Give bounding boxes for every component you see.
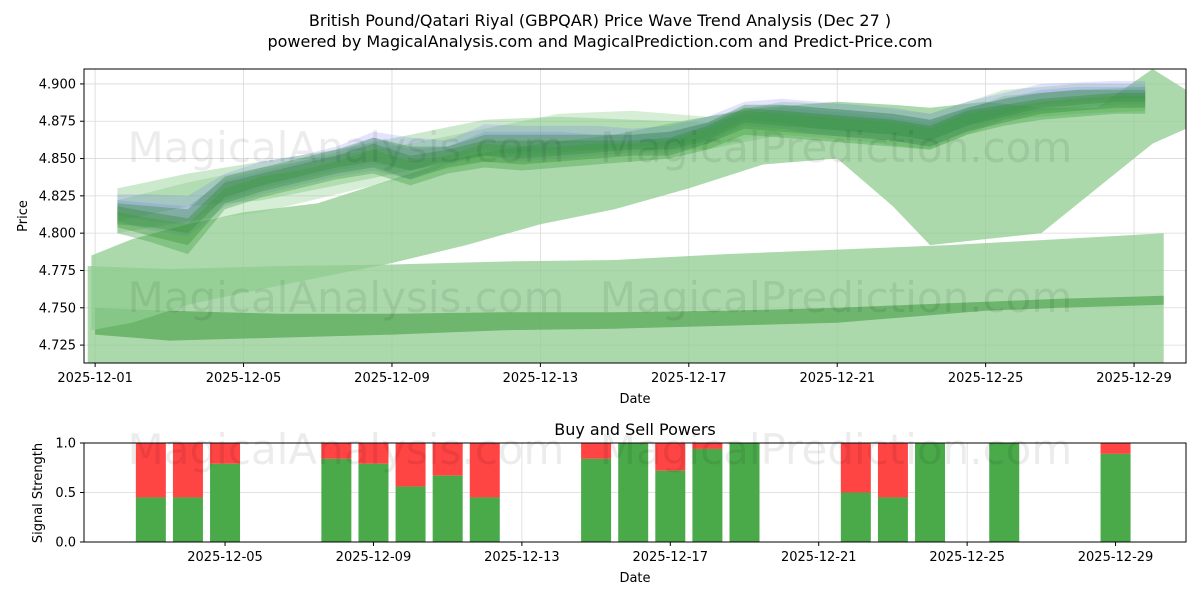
signal-x-tick-label: 2025-12-17 (633, 550, 709, 565)
signal-y-ticks: 0.0 0.5 1.0 (55, 437, 84, 551)
watermark-analysis-mid: MagicalAnalysis.com (128, 273, 565, 322)
price-y-tick-label: 4.725 (39, 339, 76, 354)
series-band-light-green-band-1 (117, 86, 1146, 222)
buy-power-bar (692, 448, 723, 542)
price-y-ticks: 4.725 4.750 4.775 4.800 4.825 4.850 4.875 4.900 (39, 77, 84, 354)
price-y-tick-label: 4.875 (39, 115, 76, 130)
buy-power-bar (581, 458, 612, 542)
price-x-label: Date (619, 392, 650, 407)
price-y-label: Price (16, 200, 31, 232)
series-band-blue-wave-2 (117, 86, 1146, 237)
chart-title: British Pound/Qatari Riyal (GBPQAR) Pric… (309, 11, 891, 30)
signal-x-tick-label: 2025-12-25 (929, 550, 1005, 565)
price-y-tick-label: 4.800 (39, 227, 76, 242)
signal-x-tick-label: 2025-12-05 (187, 550, 263, 565)
series-band-light-green-band-2 (117, 83, 1146, 234)
sell-power-bar (469, 443, 500, 498)
price-plot: 4.725 4.750 4.775 4.800 4.825 4.850 4.875 4.900… (16, 68, 1187, 407)
watermark-prediction-top: MagicalPrediction.com (600, 123, 1073, 172)
watermark-prediction-mid: MagicalPrediction.com (600, 273, 1073, 322)
watermark-prediction-bottom: MagicalPrediction.com (600, 425, 1073, 474)
buy-power-bar (135, 497, 166, 542)
sell-power-bar (692, 443, 723, 449)
sell-power-bar (655, 443, 686, 471)
signal-y-tick-label: 0.0 (55, 536, 76, 551)
buy-power-bar (395, 486, 426, 542)
sell-power-bar (432, 443, 463, 476)
price-y-tick-label: 4.850 (39, 152, 76, 167)
price-x-tick-label: 2025-12-29 (1096, 371, 1172, 386)
price-x-tick-label: 2025-12-17 (651, 371, 727, 386)
price-x-tick-label: 2025-12-05 (206, 371, 282, 386)
series-band-green-wave-3 (117, 95, 1146, 255)
signal-plot: Buy and Sell Powers MagicalAnalysis.com … (31, 420, 1187, 586)
price-x-tick-label: 2025-12-01 (57, 371, 133, 386)
signal-x-tick-label: 2025-12-09 (336, 550, 412, 565)
buy-power-bar (729, 443, 760, 542)
sell-power-bar (210, 443, 241, 464)
signal-title: Buy and Sell Powers (554, 420, 716, 439)
price-plot-frame (83, 68, 1187, 364)
buy-power-bar (877, 497, 908, 542)
sell-power-bar (581, 443, 612, 459)
buy-power-bar (432, 475, 463, 542)
price-y-tick-label: 4.750 (39, 301, 76, 316)
sell-power-bar (840, 443, 871, 493)
signal-y-label: Signal Strength (31, 443, 46, 543)
signal-x-tick-label: 2025-12-21 (781, 550, 857, 565)
series-band-large-light-band (91, 69, 1186, 331)
price-y-tick-label: 4.900 (39, 77, 76, 92)
buy-power-bar (618, 443, 649, 542)
price-y-tick-label: 4.775 (39, 264, 76, 279)
buy-power-bar (321, 458, 352, 542)
price-x-ticks: 2025-12-01 2025-12-05 2025-12-09 2025-12-13… (57, 363, 1172, 386)
price-x-tick-label: 2025-12-09 (354, 371, 430, 386)
series-band-blue-wave-1 (117, 80, 1146, 225)
buy-power-bar (172, 497, 203, 542)
buy-power-bar (210, 463, 241, 542)
buy-power-bar (989, 443, 1020, 542)
sell-power-bar (321, 443, 352, 459)
signal-y-tick-label: 0.5 (55, 486, 76, 501)
series-band-green-wave-1 (117, 89, 1146, 234)
buy-power-bar (469, 497, 500, 542)
signal-x-tick-label: 2025-12-13 (484, 550, 560, 565)
buy-power-bar (655, 470, 686, 542)
signal-x-tick-label: 2025-12-29 (1078, 550, 1154, 565)
sell-power-bar (135, 443, 166, 498)
signal-bars (135, 443, 1131, 542)
series-band-bottom-band-2 (95, 295, 1164, 341)
watermark-analysis-top: MagicalAnalysis.com (128, 123, 565, 172)
price-x-tick-label: 2025-12-13 (503, 371, 579, 386)
buy-power-bar (840, 492, 871, 542)
buy-power-bar (358, 463, 389, 542)
series-band-green-wave-2 (117, 92, 1146, 246)
price-x-tick-label: 2025-12-21 (799, 371, 875, 386)
price-y-tick-label: 4.825 (39, 189, 76, 204)
sell-power-bar (358, 443, 389, 464)
watermark-analysis-bottom: MagicalAnalysis.com (128, 425, 565, 474)
signal-x-label: Date (619, 571, 650, 586)
buy-power-bar (1100, 453, 1131, 542)
sell-power-bar (172, 443, 203, 498)
sell-power-bar (395, 443, 426, 487)
signal-y-tick-label: 1.0 (55, 437, 76, 452)
price-bands (87, 69, 1186, 363)
price-x-tick-label: 2025-12-25 (948, 371, 1024, 386)
signal-x-ticks: 2025-12-05 2025-12-09 2025-12-13 2025-12-17… (187, 542, 1153, 565)
chart-subtitle: powered by MagicalAnalysis.com and Magic… (267, 32, 932, 51)
sell-power-bar (1100, 443, 1131, 454)
buy-power-bar (915, 443, 946, 542)
sell-power-bar (877, 443, 908, 498)
